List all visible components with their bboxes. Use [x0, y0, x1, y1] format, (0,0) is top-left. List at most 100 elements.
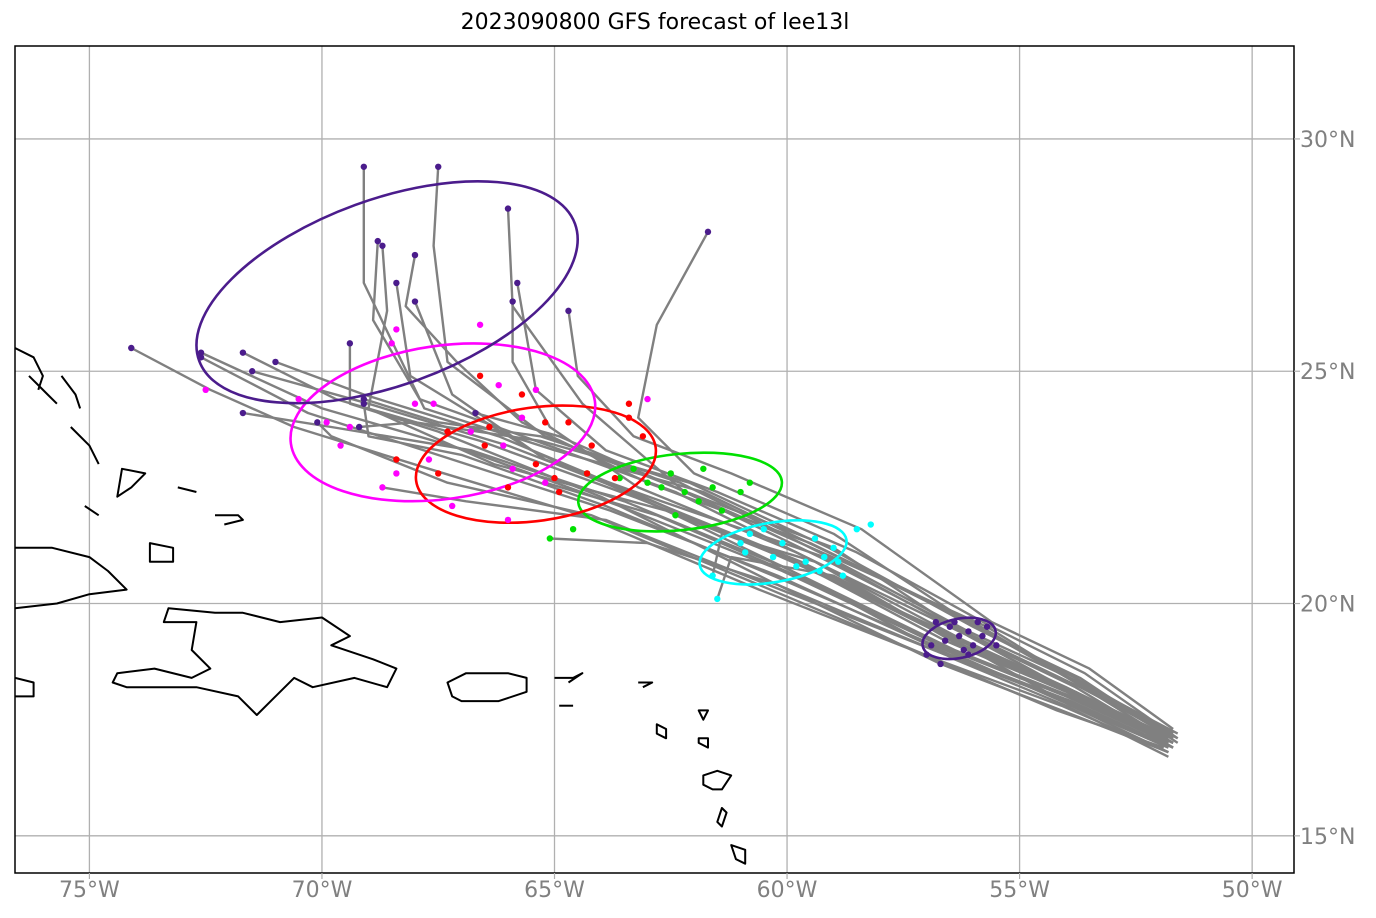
coastline-st-kitts [655, 723, 668, 740]
x-tick-label: 75°W [59, 878, 120, 903]
forecast-position-point [346, 340, 354, 347]
forecast-position-point [853, 525, 861, 533]
forecast-position-point [960, 646, 967, 654]
forecast-position-point [569, 525, 577, 533]
axis-ticks: 75°W 70°W 65°W 60°W 55°W 50°W 15°N 20°N 25°N 30°N [59, 128, 1355, 903]
forecast-position-point [867, 521, 874, 528]
forecast-position-point [932, 618, 940, 626]
forecast-position-point [500, 442, 507, 449]
ensemble-track [511, 301, 1170, 744]
forecast-position-point [714, 595, 721, 603]
forecast-position-point [444, 428, 451, 435]
forecast-position-point [393, 456, 400, 463]
coastline-cuba-north [15, 347, 44, 391]
forecast-position-point [337, 442, 344, 449]
ensemble-track [242, 411, 1174, 744]
ensemble-track [371, 241, 1174, 749]
y-tick-label: 25°N [1300, 360, 1355, 385]
forecast-position-point [565, 307, 572, 315]
forecast-position-point [625, 414, 633, 421]
forecast-position-point [928, 642, 935, 649]
uncertainty-ellipse [698, 519, 848, 586]
plot-frame [14, 45, 1295, 874]
forecast-position-point [551, 474, 558, 482]
forecast-position-point [323, 419, 330, 426]
forecast-position-point [476, 321, 484, 328]
forecast-position-point [504, 484, 512, 491]
forecast-position-point [379, 484, 386, 491]
forecast-position-point [625, 400, 633, 407]
forecast-position-point [737, 488, 744, 496]
forecast-position-point [542, 479, 549, 486]
forecast-position-point [546, 535, 554, 542]
x-tick-label: 70°W [292, 878, 353, 903]
coastline-guadeloupe [702, 769, 733, 791]
forecast-position-point [360, 400, 368, 407]
coastline-exuma [28, 375, 58, 405]
forecast-position-point [435, 163, 442, 170]
forecast-position-point [839, 572, 847, 579]
x-tick-label: 65°W [524, 878, 585, 903]
forecast-position-point [411, 298, 419, 305]
coastline-virgin-islands [554, 672, 584, 684]
ensemble-track [130, 346, 1165, 749]
coastline-cat-island [60, 375, 82, 409]
forecast-position-point [700, 465, 707, 472]
forecast-position-point [388, 340, 395, 347]
forecast-position-point [811, 535, 819, 542]
ensemble-track [404, 254, 1174, 735]
forecast-position-point [239, 409, 247, 417]
forecast-position-point [983, 623, 991, 630]
forecast-position-point [946, 623, 954, 630]
forecast-position-point [923, 651, 930, 658]
forecast-position-point [793, 563, 800, 570]
coastline-antigua [697, 737, 709, 749]
forecast-position-point [993, 642, 1000, 649]
forecast-position-point [355, 423, 363, 431]
forecast-position-point [746, 530, 754, 538]
forecast-position-point [435, 470, 442, 477]
forecast-position-point [611, 474, 619, 482]
forecast-position-point [374, 237, 381, 245]
forecast-position-point [955, 632, 963, 640]
forecast-position-point [709, 484, 716, 491]
uncertainty-ellipse [289, 342, 597, 503]
forecast-position-point [658, 484, 665, 491]
coastline-san-salvador [84, 505, 100, 517]
forecast-position-point [965, 628, 972, 635]
ensemble-track [711, 532, 1174, 744]
ensemble-track [359, 421, 1174, 735]
forecast-position-point [681, 488, 688, 496]
coastline-inagua [148, 542, 175, 563]
coastline-mayaguana [177, 486, 197, 493]
ensemble-track [637, 231, 1179, 744]
forecast-position-point [481, 442, 488, 449]
forecast-position-point [272, 358, 279, 366]
forecast-position-point [821, 553, 828, 561]
forecast-position-point [476, 372, 484, 380]
forecast-position-point [430, 400, 437, 407]
forecast-position-point [448, 502, 456, 510]
forecast-position-point [509, 298, 516, 305]
forecast-position-point [346, 423, 354, 431]
uncertainty-ellipses [195, 180, 998, 661]
forecast-position-point [425, 456, 433, 463]
forecast-position-point [565, 419, 572, 426]
ensemble-track [475, 411, 1179, 740]
coastline-anguilla [638, 681, 654, 689]
ensemble-track [567, 310, 1174, 730]
forecast-position-point [393, 279, 400, 287]
forecast-position-point [128, 344, 135, 352]
uncertainty-ellipse [195, 180, 579, 405]
forecast-position-point [667, 470, 674, 477]
forecast-position-point [360, 395, 368, 403]
ensemble-track [549, 537, 1169, 749]
ensemble-track [382, 486, 1174, 749]
forecast-position-point [314, 419, 321, 426]
forecast-position-point [741, 549, 749, 556]
forecast-position-point [816, 567, 823, 575]
forecast-position-point [965, 651, 972, 658]
forecast-position-point [630, 465, 637, 472]
coastline-turks-caicos [215, 514, 244, 526]
forecast-points [128, 163, 1000, 668]
